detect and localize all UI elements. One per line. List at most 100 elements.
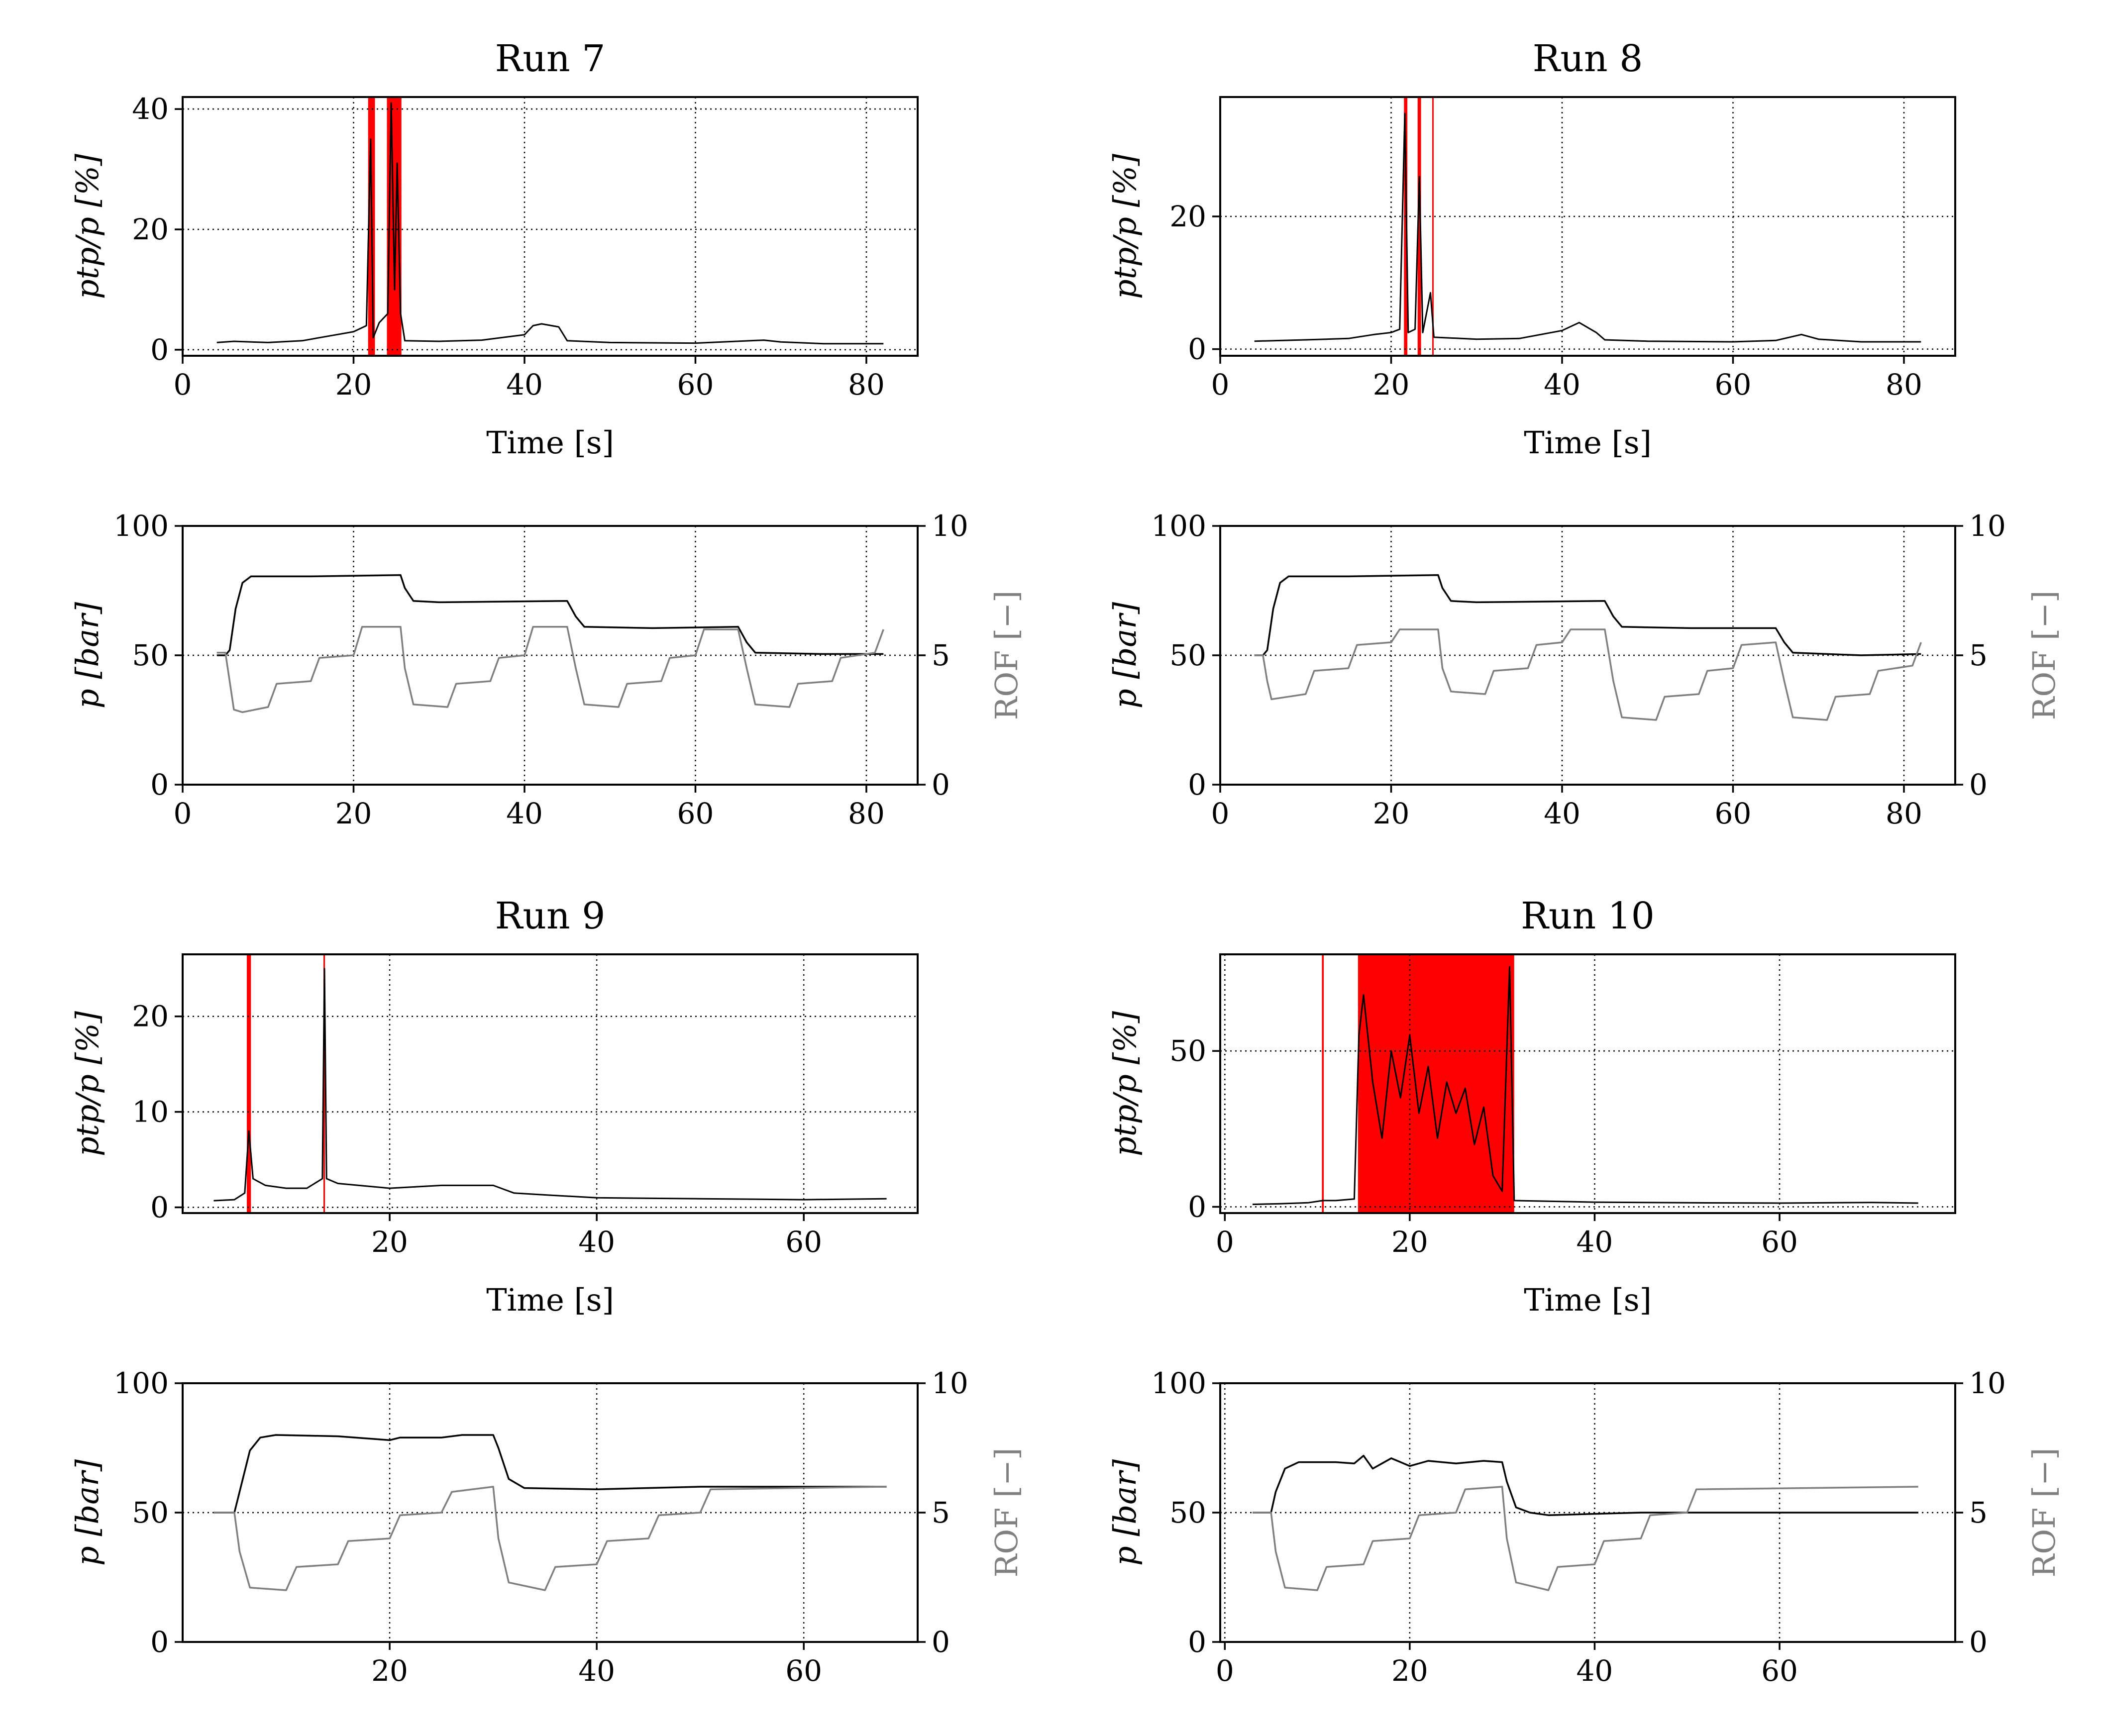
run9-ptp-highlight-0 xyxy=(246,954,251,1213)
run9-ptp-frame xyxy=(182,953,919,1214)
run8-pressure-ytick-label-1: 50 xyxy=(1169,638,1206,672)
run7-pressure-ytick2-label-0: 0 xyxy=(932,768,950,802)
run7-pressure-ytick-label-1: 50 xyxy=(132,638,169,672)
run8-ptp-ytick-label-1: 20 xyxy=(1169,200,1206,233)
run10-ptp-plot-area xyxy=(1220,954,1955,1213)
run7-pressure-ytick2-label-2: 10 xyxy=(932,509,968,543)
run9-ptp-plot-area xyxy=(183,954,918,1213)
run8-pressure-plot-area xyxy=(1220,526,1955,785)
run7-pressure-series-pressure-line xyxy=(216,574,884,656)
run8-ptp-xtick-label-4: 80 xyxy=(1886,368,1922,402)
run9-ptp-xtick-label-2: 60 xyxy=(785,1225,822,1259)
run8-ptp-frame xyxy=(1219,96,1956,357)
run7-pressure-ylabel: p [bar] xyxy=(69,602,105,709)
run10-pressure-ytick2-label-2: 10 xyxy=(1969,1366,2006,1400)
run10-pressure-series-rof-line xyxy=(1253,1486,1918,1591)
run8-ptp-ytick-label-0: 0 xyxy=(1188,332,1206,366)
run7-pressure-xtick-label-1: 20 xyxy=(335,797,372,830)
run9-pressure-xtick-label-0: 20 xyxy=(371,1654,408,1688)
run10-ptp-ytick-label-0: 0 xyxy=(1188,1190,1206,1224)
run10-ptp-xlabel: Time [s] xyxy=(1524,1282,1652,1318)
run9-pressure-ytick-label-0: 0 xyxy=(150,1625,169,1659)
run9-pressure-xtick-label-1: 40 xyxy=(578,1654,615,1688)
run8-pressure-xtick-label-4: 80 xyxy=(1886,797,1922,830)
run8-ptp-series-ptp-line xyxy=(1254,112,1921,343)
run8-pressure-ytick-label-2: 100 xyxy=(1151,509,1206,543)
run9-pressure-ytick2-label-1: 5 xyxy=(932,1496,950,1530)
run7-ptp-xtick-label-3: 60 xyxy=(677,368,714,402)
run10-ptp-xtick-label-1: 20 xyxy=(1391,1225,1428,1259)
run7-pressure-plot-area xyxy=(183,526,918,785)
run9-pressure-ytick-label-1: 50 xyxy=(132,1496,169,1530)
run8-pressure-xtick-label-3: 60 xyxy=(1715,797,1752,830)
run7-ptp-ylabel: ptp/p [%] xyxy=(69,153,105,299)
run7-ptp-series-ptp-line xyxy=(216,102,884,345)
run8-pressure-ytick2-label-2: 10 xyxy=(1969,509,2006,543)
run9-ptp-panel: 20 40 60 0 10 20 Run 9 Time [s] ptp/p [%] xyxy=(69,895,919,1318)
run8-ptp-xtick-label-3: 60 xyxy=(1715,368,1752,402)
run10-pressure-xtick-label-1: 20 xyxy=(1391,1654,1428,1688)
run7-ptp-xlabel: Time [s] xyxy=(486,424,614,461)
run8-ptp-highlight-2 xyxy=(1432,97,1434,356)
run7-ptp-panel: 0 20 40 60 80 0 20 40 Run 7 Time [s] ptp/p [%] xyxy=(69,37,919,461)
run10-pressure-ytick-label-2: 100 xyxy=(1151,1366,1206,1400)
run10-pressure-ylabel: p [bar] xyxy=(1107,1459,1143,1566)
run10-ptp-ytick-label-1: 50 xyxy=(1169,1034,1206,1068)
run10-ptp-series-ptp-line xyxy=(1252,966,1918,1205)
run8-ptp-highlight-0 xyxy=(1404,97,1408,356)
run7-ptp-ytick-label-2: 40 xyxy=(132,92,169,126)
run9-ptp-xlabel: Time [s] xyxy=(486,1282,614,1318)
run9-ptp-ytick-label-1: 10 xyxy=(132,1095,169,1129)
run7-ptp-xtick-label-4: 80 xyxy=(848,368,885,402)
run8-pressure-xtick-label-0: 0 xyxy=(1211,797,1230,830)
run9-pressure-ylabel: p [bar] xyxy=(69,1459,105,1566)
run9-ptp-xtick-label-1: 40 xyxy=(578,1225,615,1259)
run9-pressure-series-pressure-line xyxy=(213,1434,887,1514)
run7-pressure-ytick-label-2: 100 xyxy=(113,509,169,543)
run8-ptp-panel: 0 20 40 60 80 0 20 Run 8 Time [s] ptp/p [%] xyxy=(1107,37,1956,461)
run7-pressure-xtick-label-0: 0 xyxy=(174,797,192,830)
run7-ptp-ytick-label-1: 20 xyxy=(132,212,169,246)
run10-pressure-xtick-label-0: 0 xyxy=(1216,1654,1234,1688)
run10-ptp-xtick-label-2: 40 xyxy=(1577,1225,1613,1259)
run10-pressure-series-pressure-line xyxy=(1253,1454,1918,1516)
run10-pressure-xtick-label-3: 60 xyxy=(1761,1654,1798,1688)
run9-ptp-series-ptp-line xyxy=(213,968,887,1202)
run10-pressure-panel: 0 20 40 60 0 50 100 0 5 10 p [bar] ROF [−] xyxy=(1107,1366,2062,1688)
run7-ptp-xtick-label-2: 40 xyxy=(506,368,543,402)
run7-ptp-xtick-label-1: 20 xyxy=(335,368,372,402)
run10-ptp-xtick-label-0: 0 xyxy=(1216,1225,1234,1259)
run9-pressure-ytick-label-2: 100 xyxy=(113,1366,169,1400)
run10-pressure-ytick-label-0: 0 xyxy=(1188,1625,1206,1659)
run9-pressure-panel: 20 40 60 0 50 100 0 5 10 p [bar] ROF [−] xyxy=(69,1366,1025,1688)
run10-pressure-ytick2-label-1: 5 xyxy=(1969,1496,1988,1530)
run7-ptp-frame xyxy=(182,96,919,357)
run9-ptp-xtick-label-0: 20 xyxy=(371,1225,408,1259)
run8-ptp-xlabel: Time [s] xyxy=(1524,424,1652,461)
run10-pressure-ytick-label-1: 50 xyxy=(1169,1496,1206,1530)
run10-ptp-panel: 0 20 40 60 0 50 Run 10 Time [s] ptp/p [%] xyxy=(1107,895,1956,1318)
run7-pressure-xtick-label-4: 80 xyxy=(848,797,885,830)
run9-pressure-ylabel2: ROF [−] xyxy=(988,1448,1025,1578)
run8-pressure-xtick-label-2: 40 xyxy=(1544,797,1580,830)
run8-ptp-xtick-label-1: 20 xyxy=(1373,368,1410,402)
run9-ptp-ytick-label-2: 20 xyxy=(132,1000,169,1033)
run8-pressure-ytick2-label-1: 5 xyxy=(1969,638,1988,672)
run8-pressure-ytick2-label-0: 0 xyxy=(1969,768,1988,802)
run8-pressure-panel: 0 20 40 60 80 0 50 100 0 5 10 p [bar] ROF [−] xyxy=(1107,509,2062,830)
run7-ptp-title: Run 7 xyxy=(495,37,606,80)
run7-pressure-panel: 0 20 40 60 80 0 50 100 0 5 10 p [bar] ROF [−] xyxy=(69,509,1025,830)
run10-pressure-ylabel2: ROF [−] xyxy=(2026,1448,2062,1578)
run7-pressure-series-rof-line xyxy=(216,626,884,714)
run9-ptp-title: Run 9 xyxy=(495,895,606,937)
run8-ptp-ylabel: ptp/p [%] xyxy=(1107,153,1143,299)
run10-pressure-plot-area xyxy=(1220,1383,1955,1642)
run8-ptp-xtick-label-2: 40 xyxy=(1544,368,1580,402)
run8-ptp-title: Run 8 xyxy=(1533,37,1643,80)
run10-ptp-xtick-label-3: 60 xyxy=(1761,1225,1798,1259)
run8-ptp-plot-area xyxy=(1220,97,1955,356)
run10-ptp-highlight-1 xyxy=(1358,954,1514,1213)
run7-ptp-plot-area xyxy=(183,97,918,356)
run8-pressure-series-pressure-line xyxy=(1254,574,1921,656)
